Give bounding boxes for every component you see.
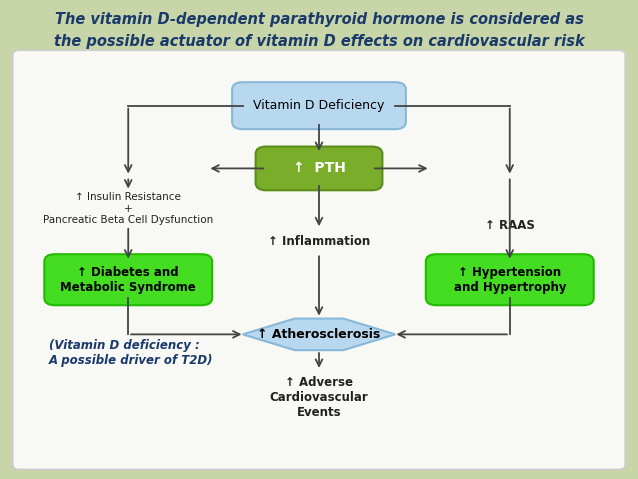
Text: ↑ Atherosclerosis: ↑ Atherosclerosis (257, 328, 381, 341)
Text: ↑ RAAS: ↑ RAAS (485, 218, 535, 231)
Text: the possible actuator of vitamin D effects on cardiovascular risk: the possible actuator of vitamin D effec… (54, 34, 584, 48)
Text: (Vitamin D deficiency :
A possible driver of T2D): (Vitamin D deficiency : A possible drive… (49, 339, 214, 366)
FancyBboxPatch shape (256, 147, 382, 190)
Text: ↑ Diabetes and
Metabolic Syndrome: ↑ Diabetes and Metabolic Syndrome (61, 266, 196, 294)
Text: Vitamin D Deficiency: Vitamin D Deficiency (253, 99, 385, 112)
Text: ↑  PTH: ↑ PTH (293, 161, 345, 175)
Polygon shape (242, 319, 396, 350)
FancyBboxPatch shape (44, 254, 212, 305)
Text: ↑ Hypertension
and Hypertrophy: ↑ Hypertension and Hypertrophy (454, 266, 566, 294)
Text: The vitamin D-dependent parathyroid hormone is considered as: The vitamin D-dependent parathyroid horm… (55, 12, 583, 27)
FancyBboxPatch shape (232, 82, 406, 129)
FancyBboxPatch shape (426, 254, 594, 305)
Text: ↑ Insulin Resistance
+
Pancreatic Beta Cell Dysfunction: ↑ Insulin Resistance + Pancreatic Beta C… (43, 192, 213, 226)
Text: ↑ Adverse
Cardiovascular
Events: ↑ Adverse Cardiovascular Events (270, 376, 368, 419)
Text: ↑ Inflammation: ↑ Inflammation (268, 235, 370, 248)
